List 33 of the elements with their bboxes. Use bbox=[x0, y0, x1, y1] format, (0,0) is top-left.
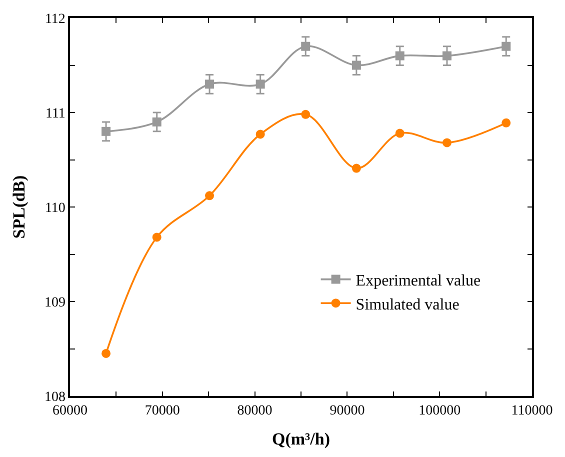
point bbox=[256, 130, 265, 139]
point bbox=[502, 118, 511, 128]
x-axis-title: Q(m³/h) bbox=[272, 429, 330, 448]
point bbox=[395, 128, 404, 138]
point bbox=[301, 42, 310, 51]
legend-label: Experimental value bbox=[356, 272, 481, 290]
y-tick-label: 111 bbox=[45, 106, 66, 122]
x-tick-label: 100000 bbox=[418, 404, 461, 419]
point bbox=[352, 164, 361, 173]
x-tick-label: 60000 bbox=[52, 404, 88, 419]
point bbox=[442, 138, 452, 148]
point bbox=[205, 191, 214, 200]
point bbox=[352, 60, 361, 70]
point bbox=[442, 51, 452, 60]
point bbox=[502, 42, 511, 51]
x-tick-label: 70000 bbox=[144, 404, 180, 419]
point bbox=[152, 232, 162, 242]
legend-label: Simulated value bbox=[356, 296, 460, 314]
y-tick-label: 108 bbox=[44, 390, 66, 405]
point bbox=[102, 126, 111, 136]
point bbox=[102, 348, 111, 358]
point bbox=[301, 110, 310, 119]
point bbox=[256, 80, 265, 89]
point bbox=[395, 51, 404, 60]
x-tick-label: 80000 bbox=[237, 404, 272, 419]
x-tick-label: 90000 bbox=[330, 404, 365, 419]
y-tick-label: 109 bbox=[44, 295, 66, 310]
y-axis-title: SPL(dB) bbox=[10, 175, 28, 239]
y-tick-label: 112 bbox=[44, 12, 66, 27]
x-tick-label: 110000 bbox=[511, 404, 553, 419]
point bbox=[152, 117, 162, 126]
point bbox=[205, 80, 214, 89]
y-tick-label: 110 bbox=[44, 200, 66, 216]
